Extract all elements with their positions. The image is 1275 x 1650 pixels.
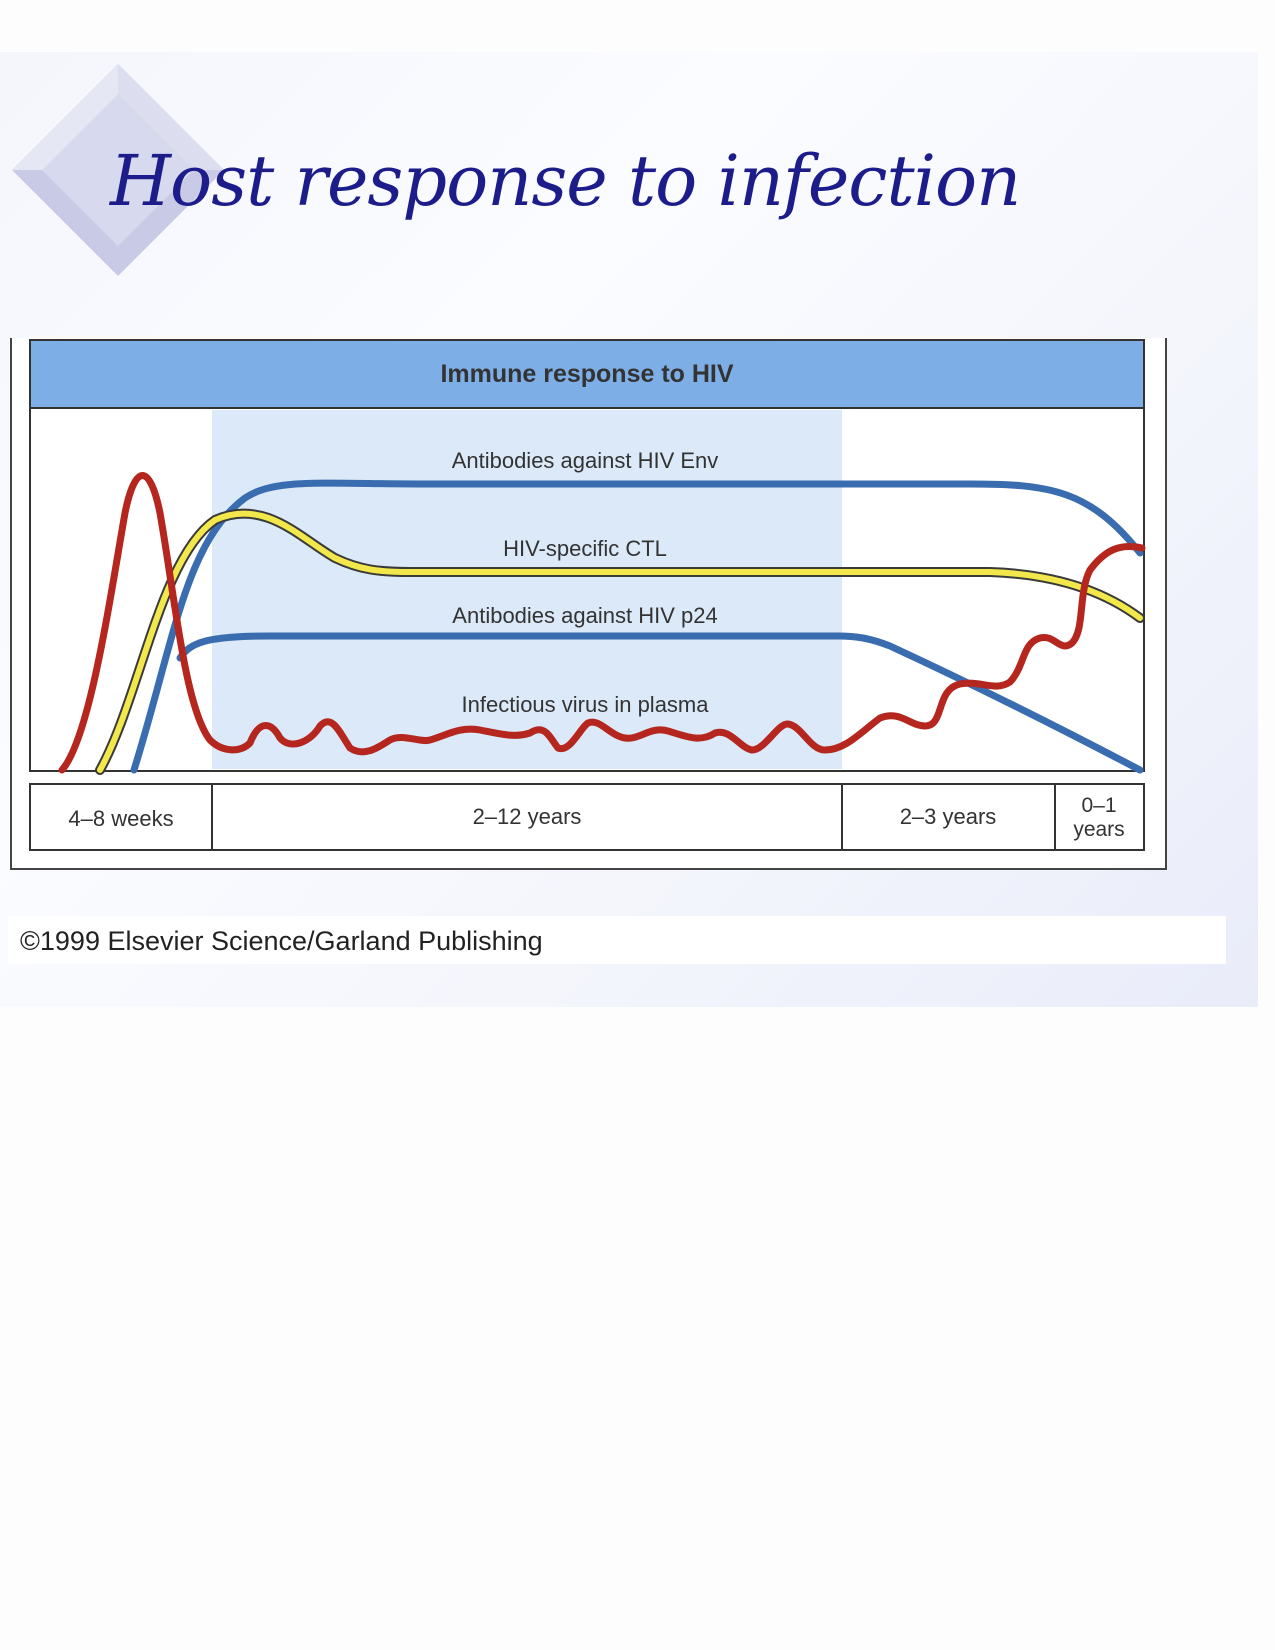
phase-label-aids-line1: 0–1 [1081, 794, 1116, 817]
figure-header: Immune response to HIV [440, 360, 733, 388]
copyright-notice: ©1999 Elsevier Science/Garland Publishin… [20, 926, 543, 956]
label-antibodies-p24: Antibodies against HIV p24 [452, 603, 717, 628]
phase-label-latent: 2–12 years [473, 804, 582, 829]
label-antibodies-env: Antibodies against HIV Env [452, 448, 719, 473]
phase-label-symptomatic: 2–3 years [900, 804, 997, 829]
copyright-bar [8, 916, 1226, 964]
infectious-virus-curve [58, 472, 1146, 774]
diamond-bullet-icon [12, 64, 224, 276]
slide-title: Host response to infection [110, 140, 1021, 222]
phase-label-acute: 4–8 weeks [68, 806, 173, 831]
figure-header-band [29, 339, 1145, 409]
label-hiv-specific-ctl: HIV-specific CTL [503, 536, 667, 561]
hiv-specific-ctl-curve-fill [97, 510, 1143, 773]
phase-label-aids-line2: years [1073, 818, 1124, 841]
label-infectious-virus: Infectious virus in plasma [462, 692, 710, 717]
antibodies-p24-curve [176, 632, 1144, 774]
immune-response-figure: Immune response to HIV Antibodies agains… [10, 338, 1167, 870]
phase-timeline [29, 783, 1145, 851]
latent-phase-band [212, 410, 842, 769]
